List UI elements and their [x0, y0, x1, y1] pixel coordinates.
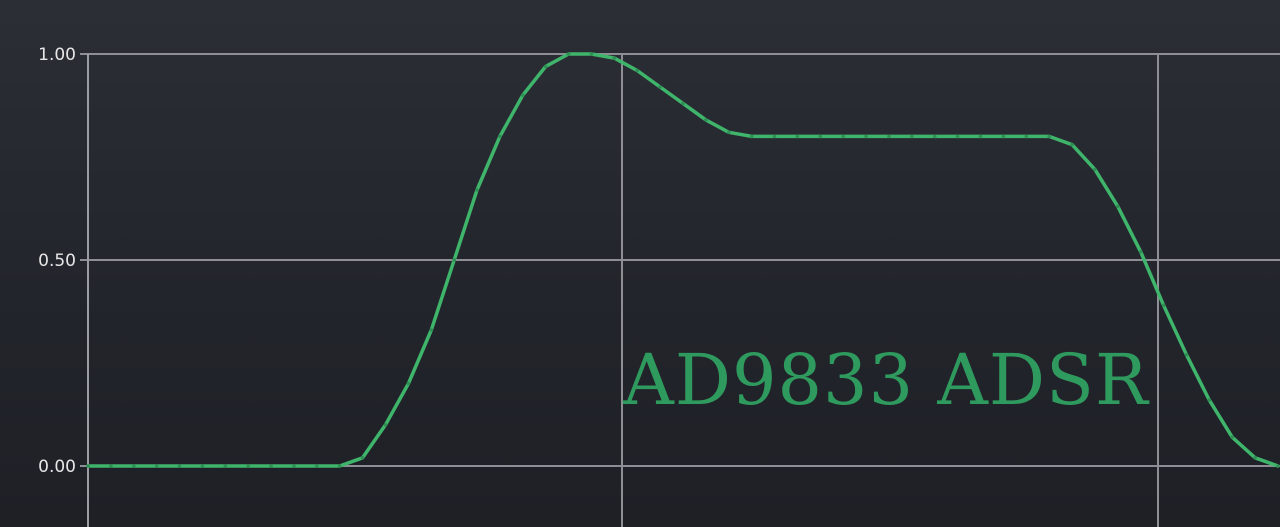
data-point	[200, 464, 205, 468]
data-point	[749, 134, 754, 139]
data-point	[772, 134, 777, 139]
data-point	[1116, 204, 1120, 209]
series-layer	[86, 52, 1280, 468]
data-point	[704, 118, 708, 122]
data-point	[910, 134, 914, 139]
data-point	[589, 52, 594, 56]
data-point	[681, 101, 685, 106]
data-point	[978, 134, 983, 139]
data-point	[452, 258, 457, 262]
data-point	[543, 64, 548, 69]
y-tick-label: 0.50	[38, 251, 76, 271]
data-point	[887, 134, 891, 139]
y-tick-label: 0.00	[38, 457, 76, 477]
data-point	[406, 381, 411, 386]
data-point	[86, 464, 90, 468]
y-axis-ticks: 1.00 0.50 0.00	[38, 45, 76, 477]
data-point	[246, 464, 250, 468]
data-point	[154, 464, 159, 468]
data-point	[292, 464, 296, 468]
data-point	[635, 68, 639, 73]
data-point	[1024, 134, 1029, 139]
data-point	[932, 134, 937, 139]
data-point	[841, 134, 845, 139]
data-point	[566, 52, 571, 56]
data-point	[1184, 353, 1189, 357]
data-point	[1093, 167, 1097, 172]
data-point	[109, 464, 113, 468]
data-point	[337, 464, 342, 468]
data-point	[223, 464, 228, 468]
data-point	[132, 464, 136, 468]
data-point	[795, 134, 800, 139]
data-point	[612, 56, 617, 60]
data-point	[429, 328, 434, 332]
data-point	[1047, 134, 1051, 139]
y-tick-label: 1.00	[38, 45, 76, 65]
data-point	[1253, 456, 1257, 460]
data-point	[177, 464, 182, 468]
data-point	[1230, 435, 1234, 440]
data-point	[521, 93, 525, 97]
data-point	[864, 134, 868, 139]
data-point	[1001, 134, 1006, 139]
chart-title: AD9833 ADSR	[622, 339, 1150, 421]
data-point	[1276, 464, 1280, 468]
data-point	[658, 85, 662, 89]
data-point	[1207, 398, 1212, 402]
data-point	[1138, 250, 1143, 254]
data-point	[1070, 142, 1074, 147]
data-point	[1161, 303, 1166, 308]
data-point	[955, 134, 960, 139]
data-point	[383, 423, 388, 427]
data-point	[315, 464, 319, 468]
data-point	[360, 456, 365, 460]
grid-lines	[80, 53, 1280, 527]
data-point	[727, 130, 731, 135]
data-point	[818, 134, 823, 139]
data-point	[269, 464, 273, 468]
data-point	[498, 134, 502, 139]
data-point	[475, 188, 479, 192]
